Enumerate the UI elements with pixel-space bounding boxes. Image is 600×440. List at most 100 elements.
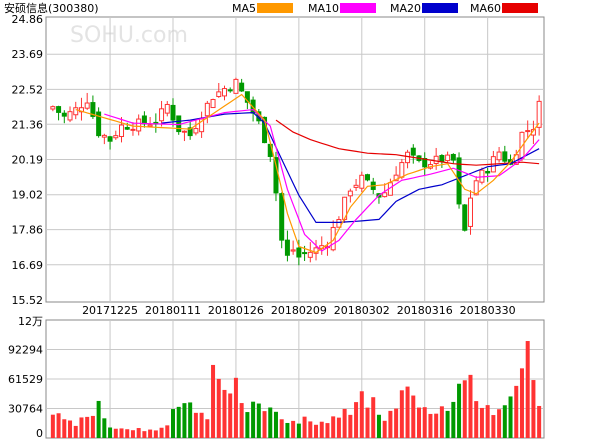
volume-bar [148, 429, 153, 438]
volume-bar [211, 364, 216, 438]
candle-body [330, 226, 336, 251]
volume-bar [79, 417, 84, 438]
volume-bar [497, 409, 502, 438]
volume-bar [205, 419, 210, 438]
volume-bar [170, 409, 176, 438]
candle [353, 179, 359, 191]
candle-body [239, 82, 245, 92]
candle-body [96, 111, 102, 137]
volume-bar [142, 431, 147, 438]
candle-body [130, 128, 136, 131]
candle [473, 176, 479, 196]
candle-body [141, 115, 147, 125]
candle [187, 121, 193, 140]
candle-body [479, 169, 485, 183]
volume-bar [130, 430, 135, 438]
volume-bars [50, 341, 542, 438]
candle-body [405, 151, 411, 164]
volume-bar [251, 401, 256, 438]
candle [347, 188, 353, 203]
candle [536, 95, 542, 136]
candle-body [170, 104, 176, 121]
moving-average-lines [75, 93, 540, 254]
candle-body [227, 89, 233, 92]
candle [181, 130, 187, 142]
volume-bar [108, 427, 113, 438]
candle-body [136, 118, 142, 132]
volume-bar [474, 401, 479, 438]
volume-bar [462, 380, 467, 438]
volume-bar [102, 418, 107, 438]
volume-bar [291, 420, 296, 438]
volume-bar [228, 393, 233, 438]
legend-label-ma60: MA60 [470, 2, 501, 15]
price-tick-label: 24.86 [12, 13, 44, 26]
price-tick-label: 16.69 [12, 259, 44, 272]
candle-body [124, 127, 130, 130]
ma20-line [161, 111, 540, 223]
candle-body [56, 106, 62, 113]
volume-bar [136, 428, 141, 438]
candle [525, 120, 531, 139]
candle [78, 97, 84, 121]
candle-body [399, 162, 405, 178]
volume-bar [159, 427, 164, 438]
date-tick-label: 20180316 [397, 304, 453, 317]
date-tick-label: 20180302 [334, 304, 390, 317]
candle [159, 100, 165, 127]
volume-bar [285, 422, 290, 438]
volume-tick-label: 0 [36, 427, 43, 440]
volume-bar [411, 395, 416, 438]
candle-body [485, 170, 491, 174]
candle-body [164, 103, 170, 114]
candle [462, 204, 468, 232]
date-tick-label: 20180330 [460, 304, 516, 317]
volume-bar [268, 407, 273, 438]
candle-body [353, 184, 359, 188]
watermark: SOHU.com [70, 23, 188, 48]
volume-tick-label: 61529 [8, 373, 43, 386]
candle [84, 92, 90, 110]
candle [365, 173, 371, 182]
candle [101, 133, 107, 145]
legend-swatch-ma20 [422, 3, 458, 13]
candle [136, 114, 142, 136]
legend-label-ma5: MA5 [232, 2, 256, 15]
volume-bar [68, 420, 73, 438]
candle-body [84, 102, 90, 109]
volume-bar [279, 419, 284, 438]
candle-body [422, 158, 428, 168]
candle-body [473, 180, 479, 196]
date-tick-label: 20180209 [271, 304, 327, 317]
volume-bar [491, 415, 496, 438]
candle [410, 144, 416, 164]
volume-bar [428, 413, 433, 438]
volume-bar [188, 402, 193, 438]
candle-body [439, 155, 445, 163]
candle [502, 145, 508, 164]
candle-body [119, 124, 125, 138]
date-tick-label: 20180111 [145, 304, 201, 317]
volume-bar [359, 391, 364, 438]
candle-body [347, 190, 353, 197]
date-tick-label: 20171225 [82, 304, 138, 317]
stock-name: 安硕信息 [4, 1, 48, 15]
candle-body [296, 247, 302, 258]
candle [67, 106, 73, 123]
volume-bar [176, 406, 181, 438]
volume-bar [348, 414, 353, 438]
candle-body [187, 127, 193, 137]
volume-bar [416, 407, 422, 438]
date-tick-label: 20180126 [208, 304, 264, 317]
ma60-line [275, 119, 540, 166]
candle-body [67, 111, 73, 121]
volume-bar [342, 408, 347, 438]
stock-title: 安硕信息(300380) [4, 1, 99, 15]
candle [141, 111, 147, 128]
volume-bar [519, 368, 524, 438]
volume-bar [371, 397, 376, 438]
candle [119, 117, 125, 143]
candle [193, 119, 199, 136]
candle-body [365, 174, 371, 181]
